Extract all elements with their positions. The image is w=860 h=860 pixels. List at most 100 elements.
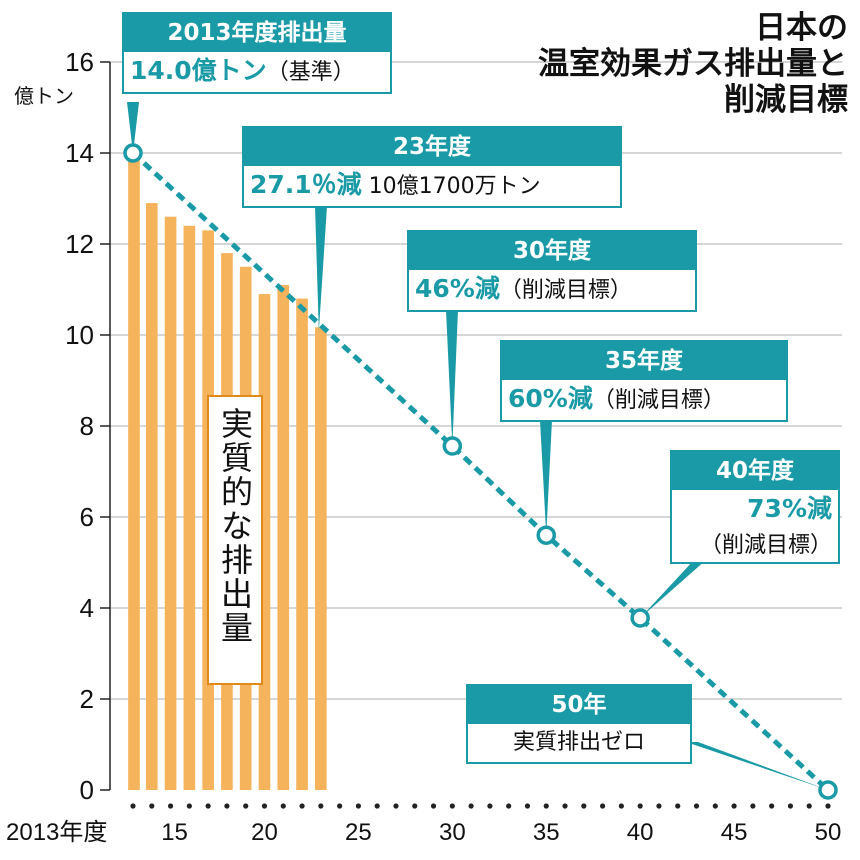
callout-fy50: 50年 実質排出ゼロ bbox=[466, 684, 692, 764]
x-tick-dot-2013 bbox=[130, 803, 136, 809]
x-tick-dot-2027 bbox=[393, 803, 399, 809]
x-tick-dot-2047 bbox=[769, 803, 775, 809]
x-tick-dot-2042 bbox=[675, 803, 681, 809]
x-tick-dot-2031 bbox=[468, 803, 474, 809]
x-axis: 2013年度 15 20 25 30 35 40 45 50 bbox=[6, 803, 841, 846]
callout-2013-value: 14.0億トン bbox=[130, 56, 267, 85]
bar-2016 bbox=[183, 225, 196, 791]
callout-fy30-note: （削減目標） bbox=[499, 278, 632, 303]
leader-2013 bbox=[127, 102, 139, 153]
callout-fy30-value: 46%減 bbox=[415, 274, 500, 303]
bar-series-label: 実質的な排出量 bbox=[207, 395, 263, 685]
x-tick-dot-2017 bbox=[205, 803, 211, 809]
x-tick-label-45: 45 bbox=[721, 819, 748, 846]
bar-2023 bbox=[315, 327, 327, 790]
y-tick-label-0: 0 bbox=[80, 775, 94, 805]
x-tick-dot-2028 bbox=[412, 803, 418, 809]
x-tick-dot-2035 bbox=[543, 803, 549, 809]
x-tick-dot-2014 bbox=[149, 803, 155, 809]
y-tick-label-16: 16 bbox=[65, 47, 94, 77]
y-tick-label-2: 2 bbox=[80, 684, 94, 714]
x-tick-dot-2019 bbox=[243, 803, 249, 809]
bar-2020 bbox=[258, 294, 271, 790]
callout-fy40-value: 73%減 bbox=[747, 494, 832, 523]
bar-2015 bbox=[164, 216, 177, 790]
target-point-2050 bbox=[818, 780, 838, 800]
x-tick-dot-2045 bbox=[731, 803, 737, 809]
leader-fy30 bbox=[446, 310, 458, 447]
x-tick-dot-2030 bbox=[449, 803, 455, 809]
callout-fy35-note: （削減目標） bbox=[592, 388, 725, 413]
x-tick-label-35: 35 bbox=[533, 819, 560, 846]
callout-fy35-head: 35年度 bbox=[502, 342, 786, 380]
x-tick-label-25: 25 bbox=[345, 819, 372, 846]
x-tick-dot-2039 bbox=[618, 803, 624, 809]
callout-2013-note: （基準） bbox=[266, 60, 355, 85]
x-tick-dot-2046 bbox=[750, 803, 756, 809]
callout-fy40: 40年度 73%減 （削減目標） bbox=[670, 450, 840, 564]
y-axis-ticks: 0 2 4 6 8 10 12 14 16 bbox=[65, 47, 111, 805]
x-tick-dot-2043 bbox=[693, 803, 700, 809]
bar-2014 bbox=[145, 203, 158, 791]
y-tick-label-14: 14 bbox=[65, 138, 94, 168]
callout-leaders bbox=[127, 102, 828, 790]
x-tick-dot-2048 bbox=[787, 803, 794, 809]
x-tick-dot-2016 bbox=[186, 803, 192, 809]
y-tick-label-4: 4 bbox=[80, 593, 94, 623]
x-tick-dot-2036 bbox=[562, 803, 568, 809]
x-tick-dot-2020 bbox=[261, 803, 268, 809]
x-tick-dot-2025 bbox=[355, 803, 362, 809]
target-point-2030 bbox=[442, 436, 463, 456]
leader-fy40 bbox=[640, 560, 706, 619]
x-tick-dot-2022 bbox=[299, 803, 305, 809]
x-tick-dot-2015 bbox=[167, 803, 174, 809]
title-line-3: 削減目標 bbox=[724, 82, 848, 118]
x-tick-label-50: 50 bbox=[815, 819, 842, 846]
x-tick-dot-2032 bbox=[487, 803, 493, 809]
y-axis-unit: 億トン bbox=[14, 84, 74, 108]
x-tick-dot-2041 bbox=[656, 803, 662, 809]
callout-fy30-head: 30年度 bbox=[409, 232, 695, 270]
callout-fy23-value: 27.1％減 bbox=[250, 170, 362, 199]
bar-2021 bbox=[277, 284, 290, 790]
callout-2013: 2013年度排出量 14.0億トン（基準） bbox=[122, 12, 392, 94]
x-tick-dot-2040 bbox=[637, 803, 643, 809]
x-tick-label-30: 30 bbox=[439, 819, 466, 846]
x-tick-dot-2049 bbox=[806, 803, 812, 809]
x-tick-label-2013年度: 2013年度 bbox=[6, 819, 107, 846]
bar-2013 bbox=[128, 153, 140, 790]
y-tick-label-8: 8 bbox=[80, 411, 94, 441]
x-tick-label-20: 20 bbox=[251, 819, 278, 846]
callout-fy35: 35年度 60%減（削減目標） bbox=[500, 340, 788, 422]
x-tick-dot-2021 bbox=[280, 803, 286, 809]
callout-fy40-note: （削減目標） bbox=[699, 533, 832, 558]
x-tick-dot-2033 bbox=[506, 803, 512, 809]
x-tick-dot-2026 bbox=[374, 803, 380, 809]
callout-2013-head: 2013年度排出量 bbox=[124, 14, 390, 52]
y-tick-label-6: 6 bbox=[80, 502, 94, 532]
x-tick-dot-2024 bbox=[337, 803, 343, 809]
target-line bbox=[123, 143, 838, 800]
leader-fy50 bbox=[686, 742, 828, 790]
x-tick-dot-2029 bbox=[430, 803, 437, 809]
x-tick-dot-2038 bbox=[599, 803, 606, 809]
y-tick-label-10: 10 bbox=[65, 320, 94, 350]
x-tick-dot-2044 bbox=[712, 803, 718, 809]
y-tick-label-12: 12 bbox=[65, 229, 94, 259]
x-tick-dot-2023 bbox=[318, 803, 324, 809]
callout-fy30: 30年度 46%減（削減目標） bbox=[407, 230, 697, 312]
chart-title: 日本の 温室効果ガス排出量と 削減目標 bbox=[538, 10, 848, 118]
leader-fy35 bbox=[540, 420, 552, 536]
callout-fy50-head: 50年 bbox=[468, 686, 690, 724]
title-line-2: 温室効果ガス排出量と bbox=[538, 46, 848, 82]
callout-fy23: 23年度 27.1％減 10億1700万トン bbox=[242, 126, 622, 208]
x-tick-label-40: 40 bbox=[627, 819, 654, 846]
target-point-2040 bbox=[630, 608, 650, 628]
x-tick-dot-2018 bbox=[224, 803, 230, 809]
callout-fy40-head: 40年度 bbox=[672, 452, 838, 490]
target-point-2013 bbox=[123, 143, 143, 163]
x-tick-dot-2037 bbox=[581, 803, 587, 809]
x-tick-label-15: 15 bbox=[161, 819, 188, 846]
leader-fy23 bbox=[315, 206, 327, 332]
